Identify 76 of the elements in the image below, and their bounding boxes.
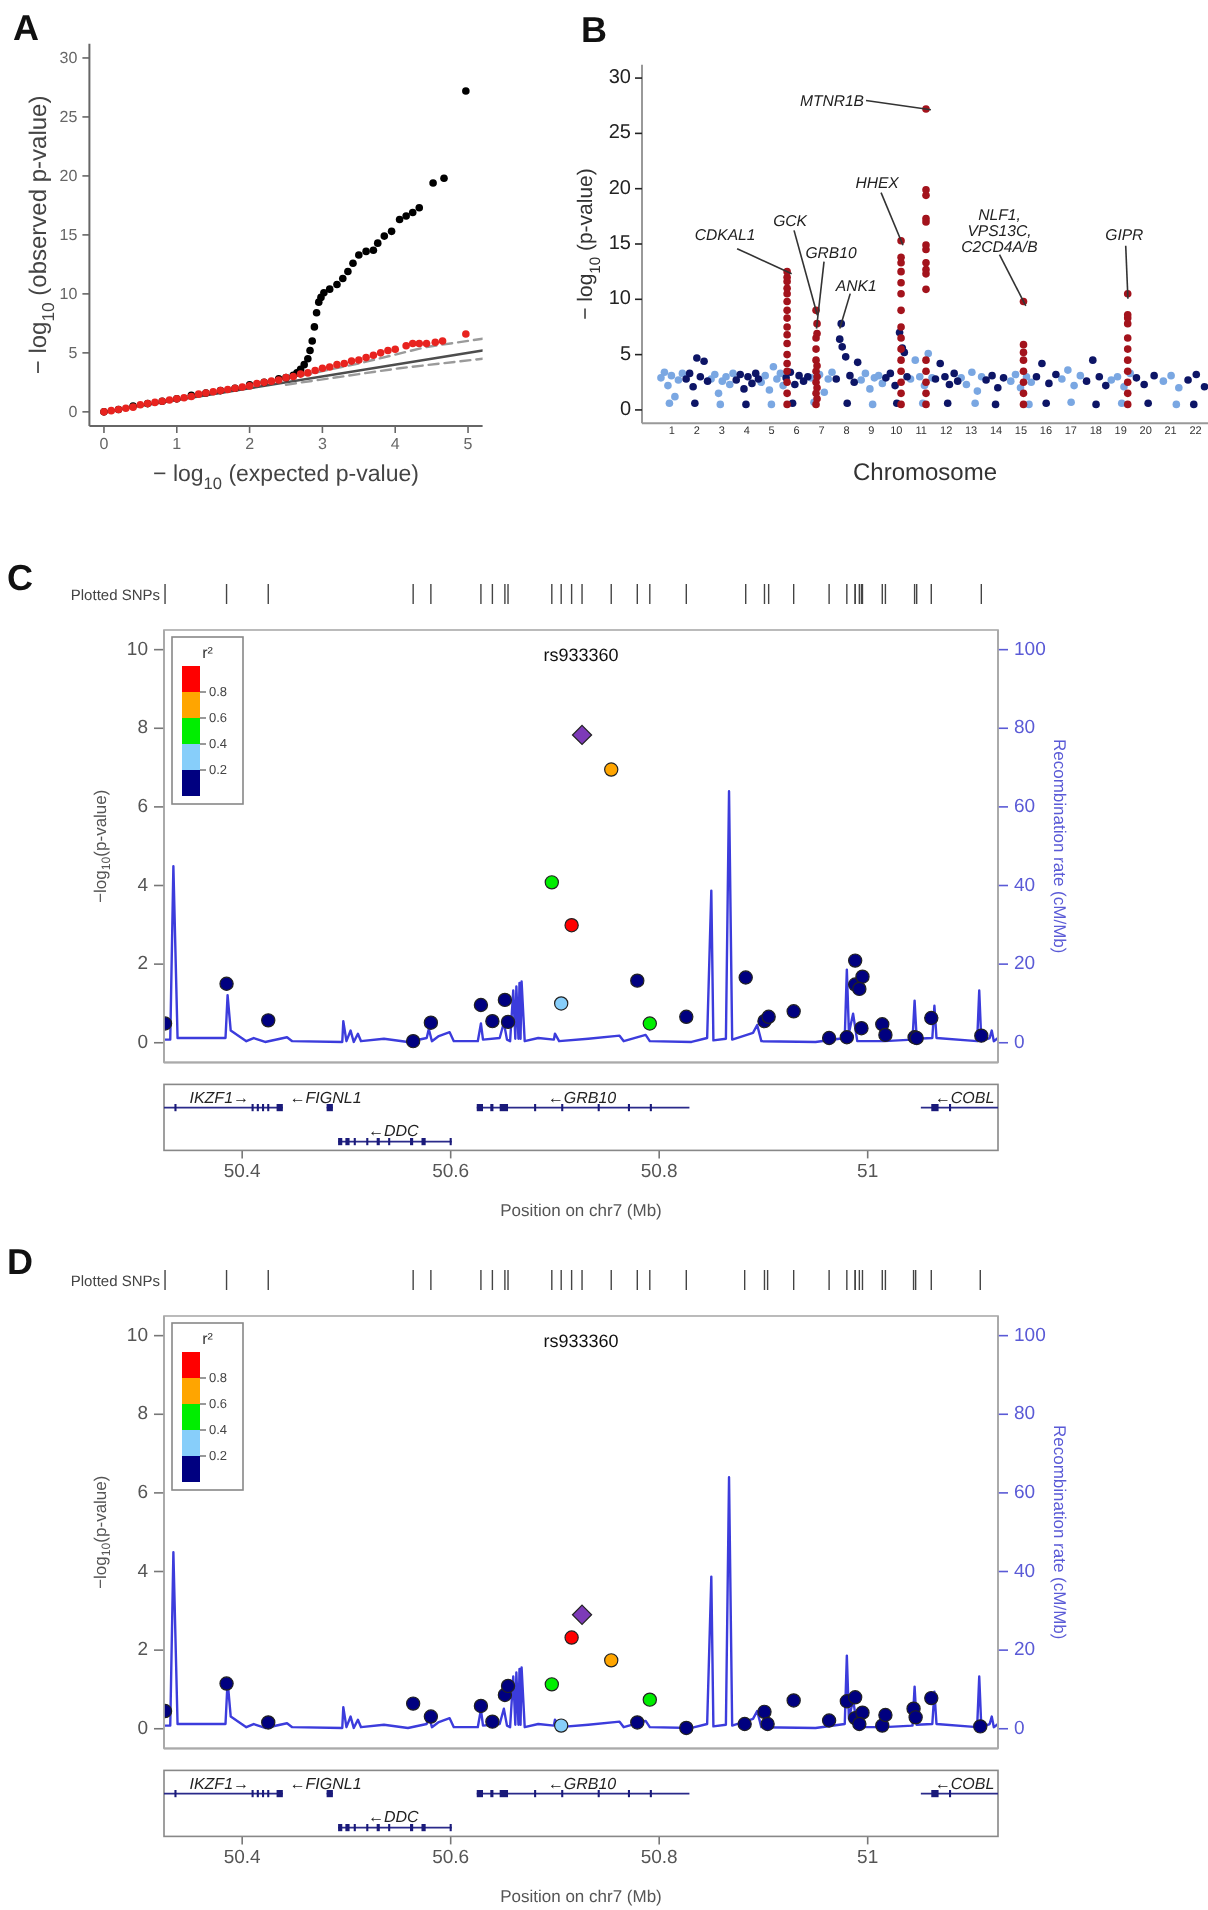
y-tick-label: 5 — [619, 343, 632, 366]
text: ←DDC — [368, 1807, 420, 1825]
y-tick-label: 5 — [68, 343, 79, 362]
y2-tick-label: 20 — [1014, 953, 1036, 976]
x-axis-title: Chromosome — [852, 458, 998, 487]
y2-tick-label: 100 — [1014, 638, 1046, 661]
y2-tick-label: 40 — [1014, 874, 1036, 897]
y-tick-label: 8 — [137, 1403, 148, 1426]
y-tick-label: 4 — [137, 874, 148, 897]
y2-tick-label: 0 — [1014, 1717, 1025, 1740]
y-tick-label: 10 — [126, 638, 148, 661]
text: IKZF1→ — [189, 1774, 250, 1792]
x-tick-label: 50.4 — [223, 1847, 261, 1870]
x-tick-label: 2 — [245, 435, 256, 454]
x-tick-label: 51 — [857, 1161, 879, 1184]
y-tick-label: 15 — [608, 233, 632, 255]
y2-tick-label: 60 — [1014, 1481, 1036, 1504]
x-axis-title: − log$_{10}$ (expected p-value) — [153, 463, 420, 493]
text: ←FIGNL1 — [289, 1088, 362, 1106]
y-tick-label: 2 — [137, 953, 148, 976]
y2-tick-label: 100 — [1014, 1324, 1046, 1347]
y-tick-label: 15 — [59, 225, 79, 244]
y-tick-label: 0 — [137, 1717, 148, 1740]
y-tick-label: 10 — [126, 1324, 148, 1347]
y-tick-label: 2 — [137, 1639, 148, 1662]
y-tick-label: 6 — [137, 795, 148, 818]
x-axis-title: Position on chr7 (Mb) — [500, 1886, 663, 1907]
text: ←DDC — [368, 1121, 420, 1139]
text: ←FIGNL1 — [289, 1774, 362, 1792]
annotation: rs933360 — [543, 645, 619, 665]
chart-title: B — [581, 10, 607, 50]
y2-tick-label: 40 — [1014, 1560, 1036, 1583]
x-tick-label: 50.4 — [223, 1161, 261, 1184]
y2-axis-title: Recombination rate (cM/Mb) — [1050, 738, 1070, 954]
annotation: rs933360 — [543, 1331, 619, 1351]
y2-tick-label: 80 — [1014, 717, 1036, 740]
x-tick-label: 0 — [99, 435, 110, 454]
x-tick-label: 50.8 — [640, 1161, 678, 1184]
x-tick-label: 5 — [463, 435, 474, 454]
y-tick-label: 25 — [608, 122, 632, 145]
y-tick-label: 10 — [59, 284, 79, 303]
y-tick-label: 6 — [137, 1481, 148, 1504]
x-tick-label: 4 — [390, 435, 401, 454]
text: ←GRB10 — [547, 1088, 618, 1106]
y2-axis-title: Recombination rate (cM/Mb) — [1050, 1424, 1070, 1640]
x-tick-label: 3 — [317, 435, 328, 454]
y-tick-label: 0 — [619, 398, 632, 421]
y-tick-label: 25 — [59, 107, 79, 126]
y-tick-label: 10 — [608, 288, 632, 311]
x-tick-label: 50.6 — [432, 1161, 470, 1184]
y-tick-label: 0 — [137, 1031, 148, 1054]
color-bar-title: r² — [202, 643, 214, 661]
text: IKZF1→ — [189, 1088, 250, 1106]
x-tick-label: 50.8 — [640, 1847, 678, 1870]
text: ←COBL — [934, 1774, 995, 1792]
y-tick-label: 4 — [137, 1560, 148, 1583]
x-axis-title: Position on chr7 (Mb) — [500, 1200, 663, 1221]
y-tick-label: 0 — [68, 402, 79, 421]
text: ←GRB10 — [547, 1774, 618, 1792]
y2-tick-label: 80 — [1014, 1403, 1036, 1426]
y-tick-label: 20 — [59, 166, 79, 185]
chart-title: A — [13, 8, 39, 48]
text: ←COBL — [934, 1088, 995, 1106]
y-tick-label: 30 — [608, 67, 632, 90]
chart-title: D — [7, 1242, 33, 1282]
chart-title: C — [7, 558, 33, 598]
y-tick-label: 8 — [137, 717, 148, 740]
y2-tick-label: 60 — [1014, 795, 1036, 818]
y2-tick-label: 20 — [1014, 1639, 1036, 1662]
x-tick-label: 1 — [172, 435, 183, 454]
y-tick-label: 20 — [608, 177, 632, 200]
y-tick-label: 30 — [59, 48, 79, 67]
x-tick-label: 51 — [857, 1847, 879, 1870]
y2-tick-label: 0 — [1014, 1031, 1025, 1054]
x-tick-label: 50.6 — [432, 1847, 470, 1870]
color-bar-title: r² — [202, 1329, 214, 1347]
